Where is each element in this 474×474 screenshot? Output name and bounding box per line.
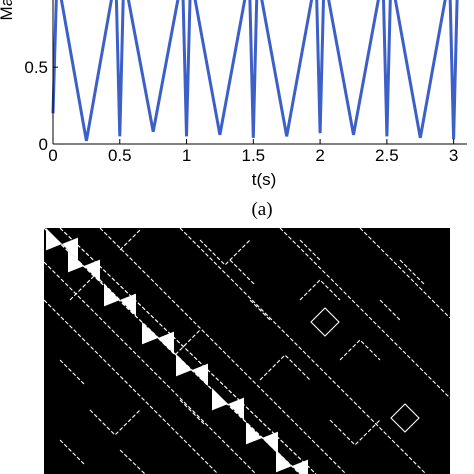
pattern-triangle [262,431,278,454]
x-axis-label: t(s) [252,170,277,189]
pattern-triangle [142,322,158,345]
pattern-triangle [246,422,262,445]
pattern-line [43,299,219,474]
panel-a-caption: (a) [251,199,272,220]
pattern-triangle [158,331,174,354]
pattern-zigzag [119,229,141,251]
series-line [51,0,459,142]
panel-b-image [43,227,451,474]
x-tick-label: 0.5 [108,146,132,165]
x-ticks: 0 0.5 1 1.5 2 2.5 3 [48,139,458,165]
pattern-zigzag [299,239,321,261]
pattern-triangle [212,388,228,411]
pattern-triangle [62,237,78,260]
pattern-triangle [276,450,292,473]
pattern-triangle [292,459,308,474]
x-tick-label: 2 [315,146,324,165]
plot-area [51,0,459,142]
panel-a-chart: 00.511.522.53 00.5 t(s) Mag [0,0,467,189]
x-tick-label: 1.5 [242,146,266,165]
panel-b-pattern [43,227,451,474]
pattern-zigzag [299,279,341,301]
pattern-line [359,227,451,319]
pattern-line [43,261,257,474]
pattern-diamond [390,403,420,433]
pattern-triangle [84,259,100,282]
x-tick-label: 3 [449,146,458,165]
y-tick-label: 0.5 [24,58,48,77]
pattern-triangle [176,354,192,377]
pattern-line [179,227,427,474]
x-tick-label: 0 [48,146,57,165]
pattern-triangle [228,397,244,420]
x-tick-label: 2.5 [375,146,399,165]
pattern-triangle [46,228,62,251]
pattern-zigzag [379,299,401,321]
pattern-line [99,227,347,474]
y-axis-label: Mag [0,0,16,21]
pattern-triangle [104,284,120,307]
pattern-triangle [120,293,136,316]
pattern-triangle [68,250,84,273]
pattern-zigzag [249,299,271,321]
pattern-zigzag [339,339,381,361]
y-tick-label: 0 [39,135,48,154]
pattern-triangle [192,363,208,386]
pattern-line [279,227,451,399]
x-tick-label: 1 [182,146,191,165]
pattern-line [59,227,317,474]
pattern-diamond [310,307,340,337]
y-ticks: 00.5 [24,58,58,154]
